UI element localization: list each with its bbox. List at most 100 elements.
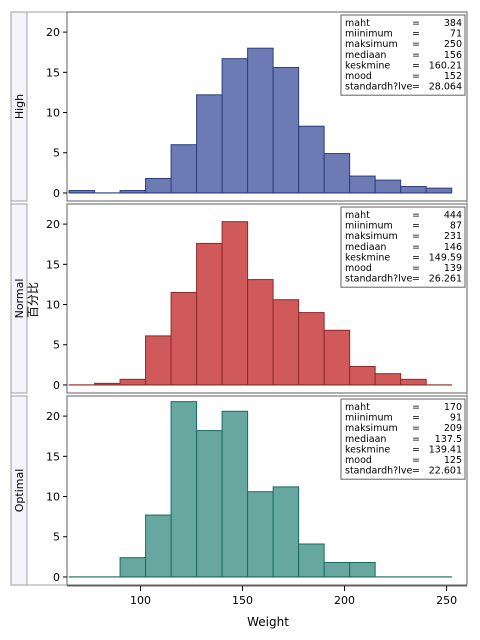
y-tick-label: 15 xyxy=(46,258,60,271)
y-tick-label: 20 xyxy=(46,410,60,423)
y-tick-label: 5 xyxy=(53,339,60,352)
stat-equals: = xyxy=(412,466,420,477)
stat-name: mediaan xyxy=(345,242,386,253)
panel-strip-label: High xyxy=(13,94,26,119)
stat-name: keskmine xyxy=(345,252,390,263)
histogram-bar xyxy=(349,561,376,578)
histogram-bar xyxy=(247,47,274,194)
histogram-bar xyxy=(170,144,198,194)
stat-name: miinimum xyxy=(345,221,393,232)
histogram-bar xyxy=(349,365,376,386)
stat-equals: = xyxy=(412,39,420,50)
stat-name: maht xyxy=(345,210,370,221)
stat-value: 170 xyxy=(444,402,462,413)
y-tick-label: 15 xyxy=(46,450,60,463)
stat-value: 87 xyxy=(450,221,462,232)
stat-name: mood xyxy=(345,263,372,274)
histogram-bar xyxy=(374,179,402,194)
stat-equals: = xyxy=(412,263,420,274)
histogram-bar xyxy=(119,557,147,578)
stat-equals: = xyxy=(412,444,420,455)
stat-name: miinimum xyxy=(345,29,393,40)
histogram-bar xyxy=(196,430,223,578)
stat-value: 139.41 xyxy=(429,444,462,455)
stat-value: 384 xyxy=(444,18,462,29)
stat-name: mediaan xyxy=(345,50,386,61)
stat-value: 26.261 xyxy=(429,274,462,285)
stat-value: 71 xyxy=(450,29,462,40)
histogram-bar xyxy=(298,125,325,194)
stat-value: 125 xyxy=(444,455,462,466)
stat-equals: = xyxy=(412,413,420,424)
histogram-bar xyxy=(374,373,402,386)
histogram-bar xyxy=(145,335,172,386)
stats-inset xyxy=(340,398,466,480)
stat-name: miinimum xyxy=(345,413,393,424)
stat-equals: = xyxy=(412,50,420,61)
histogram-bar xyxy=(323,329,351,386)
stat-equals: = xyxy=(412,71,420,82)
x-tick-label: 100 xyxy=(130,594,151,607)
panel-high: High 0 5 10 15 20 maht = 384 miinimum = 71 maksimum =… xyxy=(10,11,468,202)
stat-equals: = xyxy=(412,60,420,71)
panel-strip xyxy=(10,395,28,586)
stat-name: keskmine xyxy=(345,60,390,71)
stat-name: mood xyxy=(345,455,372,466)
stat-name: standardh?lve xyxy=(345,466,412,477)
histogram-bar xyxy=(425,187,453,194)
histogram-bar xyxy=(119,378,147,386)
panel-strip xyxy=(10,11,28,202)
stat-equals: = xyxy=(412,29,420,40)
stat-value: 146 xyxy=(444,242,462,253)
stat-value: 444 xyxy=(444,210,462,221)
panel-strip xyxy=(10,203,28,394)
histogram-bar xyxy=(400,186,427,194)
y-tick-label: 10 xyxy=(46,107,60,120)
panel-optimal: Optimal 0 5 10 15 20 maht = 170 miinimum = 91 maksim… xyxy=(10,395,468,586)
stat-value: 22.601 xyxy=(429,466,462,477)
stat-value: 91 xyxy=(450,413,462,424)
y-tick-label: 10 xyxy=(46,299,60,312)
panels-group: High 0 5 10 15 20 maht = 384 miinimum = 71 maksimum =… xyxy=(10,11,468,586)
stat-value: 149.59 xyxy=(429,252,462,263)
stat-equals: = xyxy=(412,210,420,221)
histogram-bar xyxy=(298,543,325,578)
histogram-bar xyxy=(272,299,300,386)
stat-equals: = xyxy=(412,252,420,263)
stat-value: 139 xyxy=(444,263,462,274)
stat-equals: = xyxy=(412,423,420,434)
histogram-bar xyxy=(196,94,223,194)
histogram-bar xyxy=(221,221,249,386)
stat-equals: = xyxy=(412,231,420,242)
histogram-bar xyxy=(247,491,274,578)
histogram-bar xyxy=(349,175,376,194)
histogram-bar xyxy=(145,177,172,194)
y-tick-label: 0 xyxy=(53,187,60,200)
stat-value: 231 xyxy=(444,231,462,242)
panel-strip-label: Optimal xyxy=(13,469,26,513)
histogram-bar xyxy=(170,291,198,386)
stat-name: standardh?lve xyxy=(345,274,412,285)
y-tick-label: 10 xyxy=(46,491,60,504)
stat-equals: = xyxy=(412,455,420,466)
histogram-bar xyxy=(272,486,300,578)
y-tick-label: 5 xyxy=(53,531,60,544)
stat-equals: = xyxy=(412,221,420,232)
stat-name: standardh?lve xyxy=(345,82,412,93)
stat-value: 156 xyxy=(444,50,462,61)
stats-inset xyxy=(340,14,466,96)
panel-strip-label: Normal xyxy=(13,279,26,319)
histogram-bar xyxy=(323,153,351,194)
x-axis-label: Weight xyxy=(247,615,289,629)
histogram-bar xyxy=(221,410,249,578)
stat-value: 250 xyxy=(444,39,462,50)
y-axis-label: 百分比 xyxy=(26,282,40,318)
histogram-bar xyxy=(323,561,351,578)
stat-name: maksimum xyxy=(345,39,398,50)
y-tick-label: 0 xyxy=(53,571,60,584)
stat-value: 28.064 xyxy=(429,82,462,93)
histogram-bar xyxy=(400,378,427,386)
x-tick-label: 250 xyxy=(436,594,457,607)
stat-equals: = xyxy=(412,82,420,93)
